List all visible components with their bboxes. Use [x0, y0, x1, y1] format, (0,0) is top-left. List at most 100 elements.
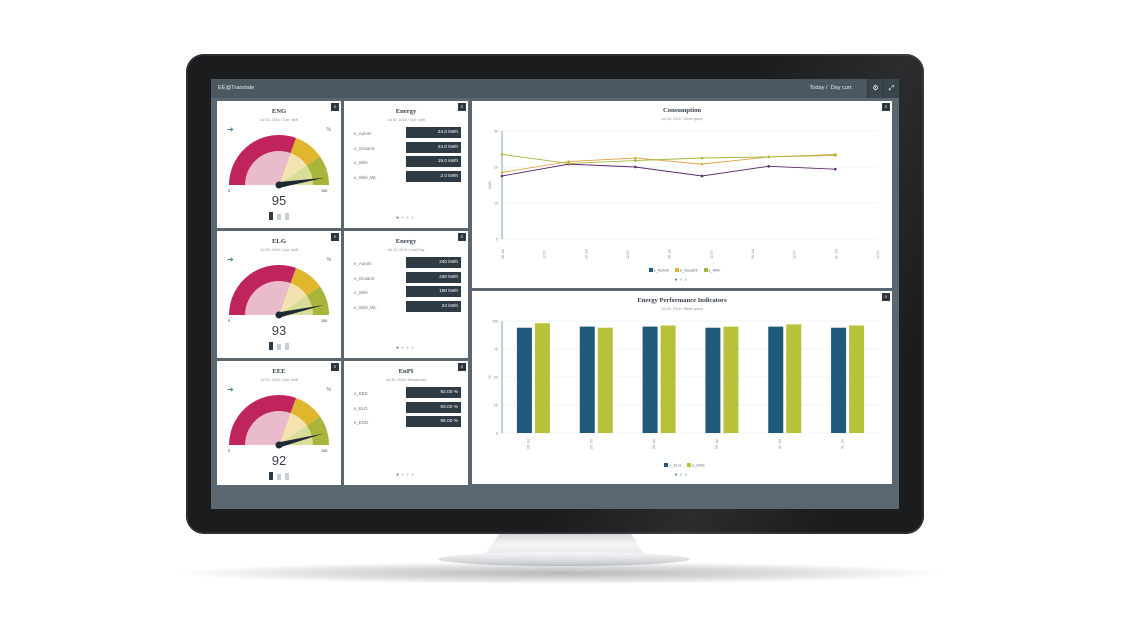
- settings-button[interactable]: ⚙: [867, 79, 883, 98]
- nav-day[interactable]: Day curr.: [830, 85, 853, 91]
- gauge-trend-bars: [269, 212, 291, 220]
- kpi-title: Energy: [395, 238, 417, 245]
- x-tick-label: 31. Jul: [841, 439, 845, 449]
- zoom-button[interactable]: ⌕: [331, 363, 339, 371]
- gear-icon: ⚙: [872, 85, 879, 92]
- magnify-icon: ⌕: [460, 234, 464, 240]
- fullscreen-button[interactable]: ⤢: [883, 79, 899, 98]
- magnify-icon: ⌕: [884, 294, 888, 300]
- date-nav[interactable]: Today / Day curr.: [809, 85, 853, 91]
- enpi-legend: e_ELG e_ENG: [472, 463, 892, 468]
- gauge-min: 0: [228, 189, 231, 193]
- gauge-panel: ENG Jul 30, 2016 / Curr. shift ⌕ ➔ % 0 1…: [217, 101, 341, 228]
- series-point: [700, 174, 704, 178]
- gauge-max: 100: [321, 449, 328, 453]
- y-tick-label: 0: [496, 431, 498, 435]
- kpi-row-label: e_ENG: [354, 420, 369, 425]
- kpi-row-value: 19.0 kWh: [406, 156, 461, 167]
- gauge-max: 100: [321, 319, 328, 323]
- pager-dots[interactable]: ●●●●: [395, 215, 417, 221]
- magnify-icon: ⌕: [333, 104, 337, 110]
- pager-dots[interactable]: ●●●●: [395, 472, 417, 478]
- series-line: [501, 163, 836, 177]
- legend-item: e_Autom: [653, 268, 669, 273]
- kpi-row-label: e_ELG: [354, 405, 368, 411]
- series-point: [634, 156, 637, 160]
- bar: [786, 324, 802, 433]
- bar: [642, 326, 658, 433]
- series-point: [834, 154, 837, 157]
- x-tick-label: 30. Jul: [834, 249, 838, 259]
- x-tick-label: 27. Jul: [589, 439, 593, 449]
- kpi-row-label: e_Wirk: [354, 290, 368, 295]
- zoom-button[interactable]: ⌕: [882, 293, 890, 301]
- bar: [660, 325, 676, 433]
- pager-dots[interactable]: ●●●: [674, 277, 690, 283]
- bar: [516, 327, 532, 433]
- expand-icon: ⤢: [888, 85, 895, 92]
- x-tick-label: 12:00: [709, 250, 713, 259]
- gauge-value: 92: [271, 453, 287, 468]
- bar: [768, 326, 784, 433]
- y-axis-label: %: [488, 375, 492, 379]
- y-tick-label: 25: [494, 403, 498, 407]
- legend-item: e_Gesamt: [679, 268, 698, 273]
- series-line: [501, 153, 836, 164]
- arrow-right-icon: ➔: [227, 255, 234, 264]
- gauge-unit: %: [326, 387, 331, 393]
- legend-item: e_ENG: [692, 463, 705, 468]
- series-point: [567, 162, 570, 165]
- kpi-panel: Energy Jul 30, 2016 / Last Day ⌕ e_Autom…: [344, 231, 468, 358]
- kpi-panel: Energy Jul 30, 2016 / Curr. shift ⌕ e_Au…: [344, 101, 468, 228]
- kpi-subtitle: Jul 30, 2016 / Last Day: [387, 248, 425, 252]
- series-point: [500, 174, 504, 178]
- pager-dots[interactable]: ●●●: [674, 472, 690, 478]
- series-point: [634, 159, 637, 162]
- bar: [705, 327, 721, 433]
- y-tick-label: 20: [494, 165, 498, 169]
- gauge-trend-bars: [269, 472, 291, 480]
- kpi-title: Energy: [395, 108, 417, 115]
- zoom-button[interactable]: ⌕: [331, 103, 339, 111]
- gauge-unit: %: [326, 257, 331, 263]
- y-tick-label: 50: [494, 375, 498, 379]
- series-point: [500, 171, 504, 174]
- enpi-panel: Energy Performance Indicators Jul 23, 20…: [472, 291, 892, 484]
- kpi-row-label: e_Wirk_WL: [354, 174, 377, 180]
- magnify-icon: ⌕: [884, 104, 888, 110]
- zoom-button[interactable]: ⌕: [331, 233, 339, 241]
- gauge-unit: %: [326, 127, 331, 133]
- zoom-button[interactable]: ⌕: [458, 233, 466, 241]
- series-point: [567, 160, 570, 163]
- x-tick-label: 29. Jul: [751, 249, 755, 259]
- nav-today[interactable]: Today: [809, 85, 825, 91]
- gauge-needle: [278, 177, 325, 188]
- legend-item: e_Wirk: [708, 268, 721, 273]
- kpi-row-value: 24.0 kWh: [406, 127, 461, 138]
- consumption-legend: e_Autom e_Gesamt e_Wirk: [472, 268, 892, 273]
- kpi-row-value: 240 kWh: [406, 257, 461, 268]
- zoom-button[interactable]: ⌕: [458, 103, 466, 111]
- y-tick-label: 100: [492, 319, 498, 323]
- kpi-title: EnPI: [398, 368, 414, 375]
- kpi-row-label: e_Gesamt: [354, 275, 375, 281]
- app-brand: EE@Translate: [218, 85, 255, 91]
- zoom-button[interactable]: ⌕: [458, 363, 466, 371]
- enpi-subtitle: Jul 23, 2016 / Week query: [661, 307, 703, 311]
- series-point: [767, 164, 770, 168]
- kpi-row-label: e_Autom: [354, 261, 372, 266]
- y-tick-label: 75: [494, 347, 498, 351]
- gauge-panel: ELG Jul 30, 2016 / Curr. shift ⌕ ➔ % 0 1…: [217, 231, 341, 358]
- gauge-subtitle: Jul 30, 2016 / Curr. shift: [260, 118, 298, 122]
- enpi-title: Energy Performance Indicators: [637, 297, 727, 304]
- zoom-button[interactable]: ⌕: [882, 103, 890, 111]
- kpi-row-value: 24.0 kWh: [406, 141, 461, 153]
- gauge-dial: [229, 135, 329, 189]
- legend-item: e_ELG: [669, 463, 682, 468]
- series-point: [634, 165, 637, 169]
- series-point: [500, 153, 504, 156]
- y-tick-label: 10: [494, 201, 498, 205]
- pager-dots[interactable]: ●●●●: [395, 345, 417, 351]
- y-tick-label: 0: [496, 237, 498, 241]
- x-tick-label: 27. Jul: [584, 249, 588, 259]
